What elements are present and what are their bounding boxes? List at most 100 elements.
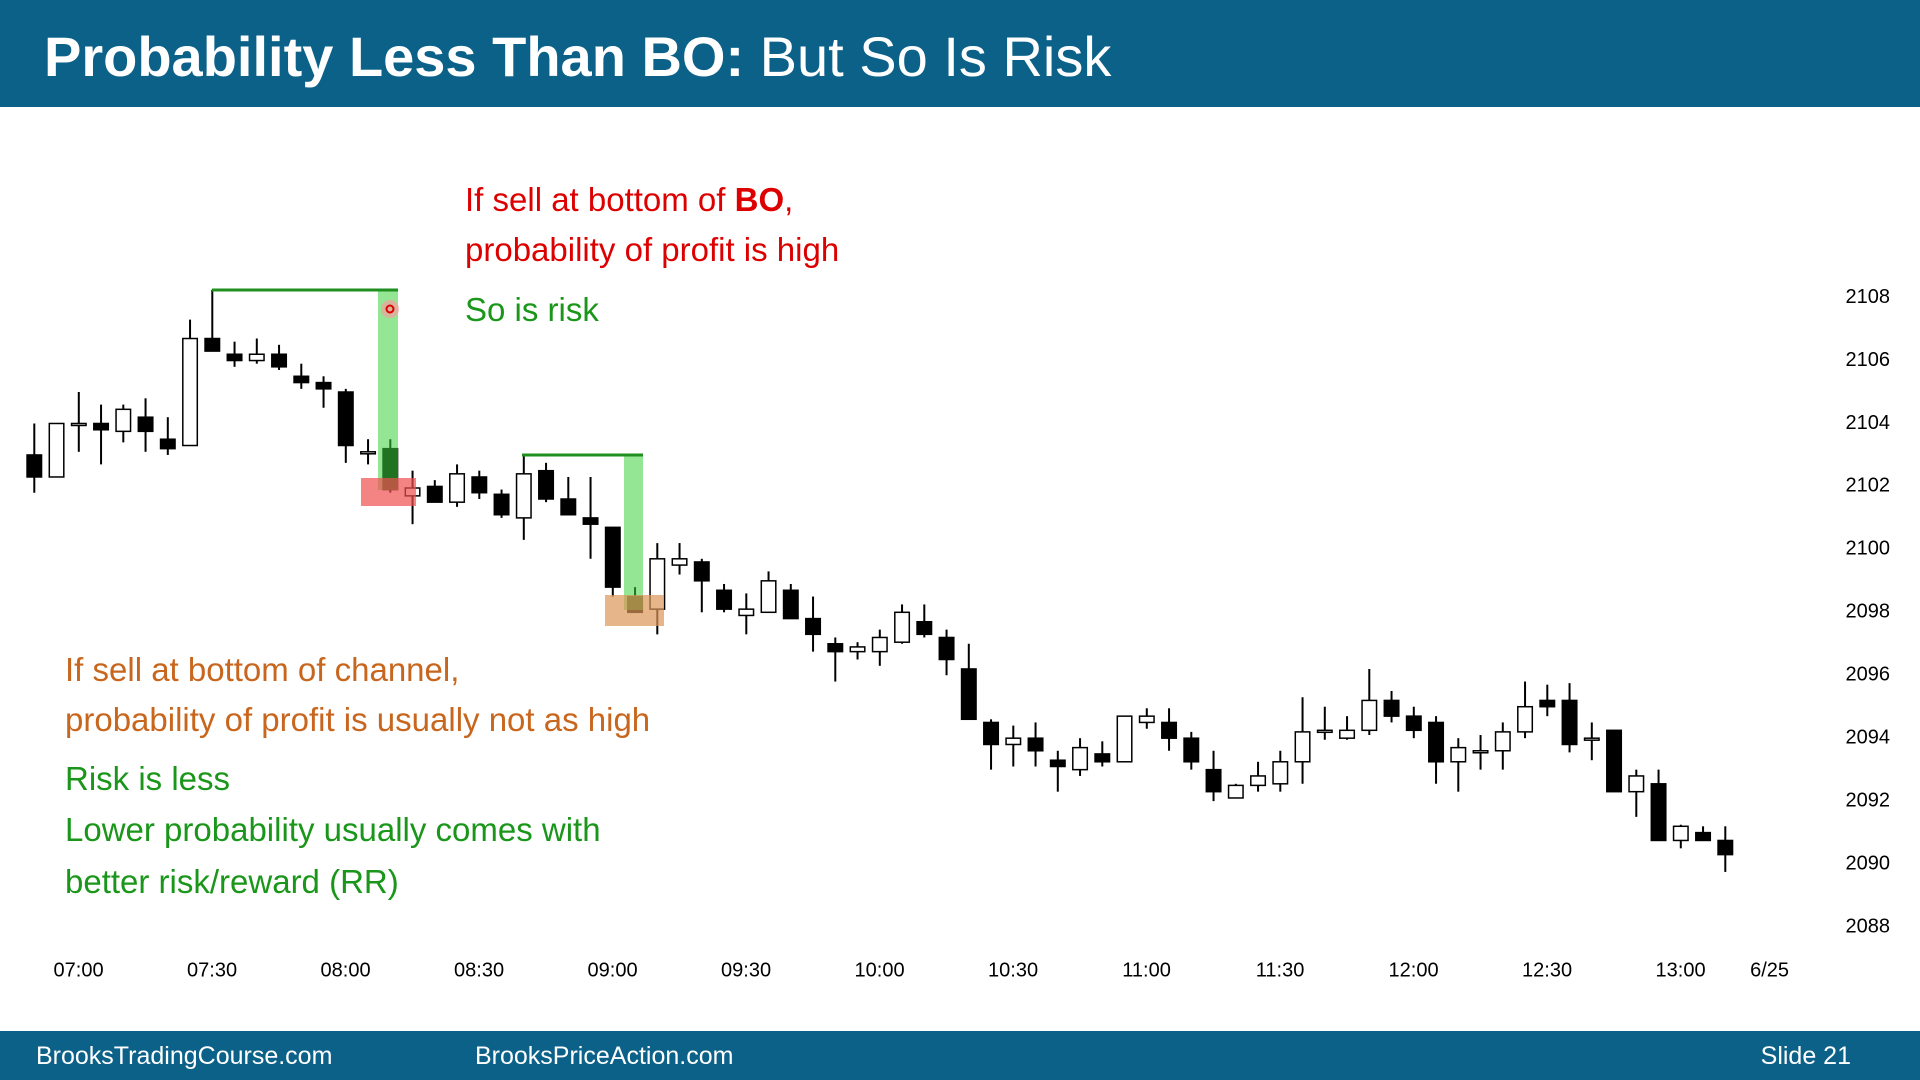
candle-body (1472, 750, 1489, 754)
x-tick-label: 09:30 (721, 959, 771, 981)
overlays (212, 288, 664, 626)
candle-body (315, 381, 332, 390)
candle-body (471, 476, 488, 494)
y-tick-label: 2098 (1846, 601, 1891, 623)
candle-body (1717, 839, 1734, 856)
candle-body (515, 473, 532, 519)
x-tick-label: 12:30 (1522, 959, 1572, 981)
candle-body (560, 498, 577, 516)
x-tick-label: 09:00 (588, 959, 638, 981)
x-tick-label: 07:30 (187, 959, 237, 981)
candle-body (1361, 699, 1378, 732)
bo-note-text: If sell at bottom of (465, 181, 726, 218)
candle-body (426, 485, 443, 503)
y-tick-label: 2090 (1846, 852, 1891, 874)
title-rest: But So Is Risk (760, 25, 1113, 88)
candle-body (871, 636, 888, 653)
risk-note: Risk is less (65, 760, 230, 797)
candle-body (671, 558, 688, 566)
pointer (385, 304, 395, 314)
candle-body (493, 493, 510, 516)
candle-body (1161, 721, 1178, 739)
candle-body (1294, 731, 1311, 763)
candle-body (938, 636, 955, 661)
bo-note-bold: BO (735, 181, 785, 218)
candle-body (1583, 737, 1600, 741)
header-band (0, 0, 1920, 107)
candle-body (1494, 731, 1511, 752)
candle-body (782, 589, 799, 620)
candle-body (916, 620, 933, 636)
x-tick-label: 6/25 (1750, 959, 1789, 981)
candle-body (538, 469, 555, 500)
bo-entry-box (361, 478, 416, 506)
bo-note: If sell at bottom of BO, (465, 181, 793, 218)
candle-body (226, 353, 243, 362)
candle-body (1339, 729, 1356, 739)
channel-entry-box (605, 595, 664, 626)
candle-body (738, 608, 755, 617)
candle-body (1628, 775, 1645, 793)
candle-body (1672, 825, 1689, 842)
x-tick-label: 11:30 (1256, 959, 1305, 981)
candle-body (1539, 699, 1556, 708)
candle-body (293, 375, 310, 384)
x-tick-label: 12:00 (1389, 959, 1439, 981)
candle-body (1250, 775, 1267, 787)
bo-risk-highlight (378, 290, 398, 490)
risk-note: Lower probability usually comes with (65, 811, 601, 848)
candle-body (827, 643, 844, 653)
candle-body (1695, 831, 1712, 842)
x-tick-label: 08:00 (321, 959, 371, 981)
candle-body (1272, 761, 1289, 785)
candle-body (960, 668, 977, 721)
candle-body (1205, 768, 1222, 793)
candle-body (248, 353, 265, 362)
candle-body (159, 438, 176, 450)
risk-note: better risk/reward (RR) (65, 863, 399, 900)
candle-body (1072, 746, 1089, 771)
x-tick-label: 11:00 (1122, 959, 1171, 981)
candle-body (271, 353, 288, 368)
candle-body (115, 408, 132, 433)
candle-body (1094, 753, 1111, 763)
candle-body (849, 646, 866, 653)
y-tick-label: 2096 (1846, 664, 1891, 686)
candle-body (1650, 783, 1667, 842)
candle-body (1517, 705, 1534, 733)
candle-body (137, 416, 154, 433)
candle-body (582, 517, 599, 525)
candle-body (1316, 729, 1333, 734)
channel-note: If sell at bottom of channel, (65, 651, 459, 688)
candle-body (1227, 784, 1244, 799)
candle-body (1027, 737, 1044, 752)
candle-body (1450, 746, 1467, 763)
candles (26, 289, 1734, 872)
candle-body (716, 589, 733, 610)
footer-center: BrooksPriceAction.com (475, 1042, 733, 1070)
candle-body (337, 391, 354, 447)
candle-body (894, 611, 911, 643)
channel-note: probability of profit is usually not as … (65, 701, 650, 738)
x-tick-label: 10:00 (855, 959, 905, 981)
candle-body (693, 561, 710, 582)
slide-title: Probability Less Than BO: But So Is Risk (44, 25, 1112, 88)
y-tick-label: 2094 (1846, 726, 1891, 748)
candle-body (182, 337, 199, 447)
bo-risk-note: So is risk (465, 291, 599, 328)
candle-body (26, 454, 43, 478)
candle-body (1116, 715, 1133, 763)
candle-body (1561, 699, 1578, 746)
title-bold: Probability Less Than BO: (44, 25, 744, 88)
y-tick-label: 2104 (1846, 412, 1891, 434)
x-tick-label: 08:30 (454, 959, 504, 981)
y-tick-label: 2100 (1846, 538, 1891, 560)
candle-body (1138, 715, 1155, 724)
x-tick-label: 13:00 (1656, 959, 1706, 981)
candle-body (360, 451, 377, 455)
bo-note: probability of profit is high (465, 231, 839, 268)
candle-body (93, 422, 110, 431)
x-tick-label: 10:30 (988, 959, 1038, 981)
candle-body (1005, 737, 1022, 746)
